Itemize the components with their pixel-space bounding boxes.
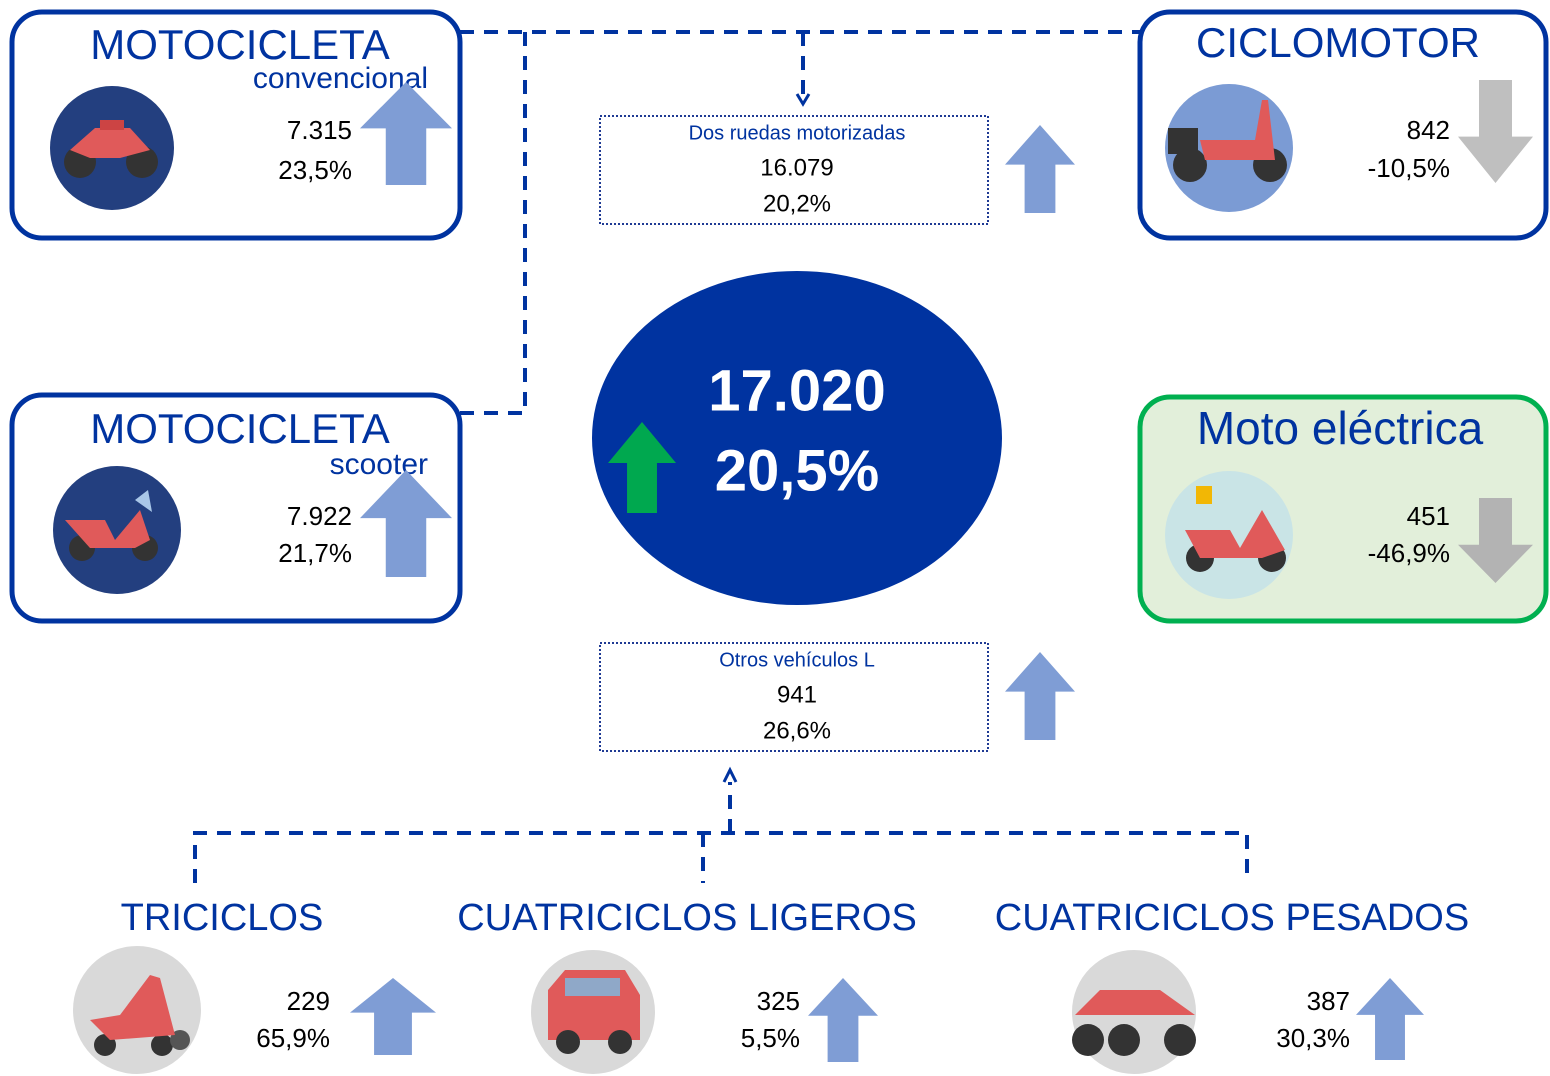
arrow-head — [797, 94, 809, 104]
group-change: 26,6% — [763, 717, 831, 744]
node-change: 65,9% — [256, 1023, 330, 1053]
node-change: -46,9% — [1368, 538, 1450, 568]
node-title: MOTOCICLETA — [90, 405, 389, 452]
node-card: MOTOCICLETA convencional 7.315 23,5% — [12, 12, 460, 238]
group-value: 16.079 — [760, 154, 833, 181]
trend-arrow — [1005, 125, 1075, 213]
node-value: 451 — [1407, 501, 1450, 531]
group-box: Otros vehículos L 941 26,6% — [600, 643, 1075, 751]
group-change: 20,2% — [763, 190, 831, 217]
connector-bottom — [195, 782, 1247, 883]
node-value: 229 — [287, 986, 330, 1016]
node-card: Moto eléctrica 451 -46,9% — [1140, 397, 1546, 621]
node-title: TRICICLOS — [121, 897, 324, 939]
node-item: TRICICLOS 229 65,9% — [73, 897, 436, 1074]
trend-arrow — [808, 978, 878, 1062]
node-value: 387 — [1307, 986, 1350, 1016]
node-value: 7.315 — [287, 115, 352, 145]
group-box: Dos ruedas motorizadas 16.079 20,2% — [600, 116, 1075, 224]
node-change: 5,5% — [741, 1023, 800, 1053]
trend-arrow — [1356, 978, 1424, 1060]
node-title: CUATRICICLOS PESADOS — [995, 897, 1469, 939]
total-change: 20,5% — [715, 438, 879, 503]
node-value: 7.922 — [287, 501, 352, 531]
node-change: 23,5% — [278, 155, 352, 185]
trend-arrow — [350, 978, 436, 1055]
node-card: MOTOCICLETA scooter 7.922 21,7% — [12, 395, 460, 621]
node-value: 325 — [757, 986, 800, 1016]
node-title: CICLOMOTOR — [1196, 19, 1480, 66]
page: {"total": {"value": "17.020", "change": … — [0, 0, 1550, 1076]
node-card: CICLOMOTOR 842 -10,5% — [1140, 12, 1546, 238]
node-value: 842 — [1407, 115, 1450, 145]
node-title: Moto eléctrica — [1197, 402, 1484, 454]
node-item: CUATRICICLOS PESADOS 387 30,3% — [995, 897, 1469, 1074]
diagram: MOTOCICLETA convencional 7.315 23,5% MOT… — [0, 0, 1550, 1076]
total-value: 17.020 — [708, 358, 885, 423]
total: 17.020 20,5% — [592, 271, 1002, 605]
node-title: CUATRICICLOS LIGEROS — [457, 897, 917, 939]
group-value: 941 — [777, 681, 817, 708]
icon-bg — [53, 466, 181, 594]
group-label: Dos ruedas motorizadas — [689, 122, 906, 144]
node-change: 21,7% — [278, 538, 352, 568]
node-subtitle: scooter — [330, 448, 428, 481]
node-item: CUATRICICLOS LIGEROS 325 5,5% — [457, 897, 917, 1074]
group-label: Otros vehículos L — [719, 649, 875, 671]
node-change: 30,3% — [1276, 1023, 1350, 1053]
node-change: -10,5% — [1368, 153, 1450, 183]
arrow-head — [724, 770, 736, 782]
trend-arrow — [1005, 652, 1075, 740]
